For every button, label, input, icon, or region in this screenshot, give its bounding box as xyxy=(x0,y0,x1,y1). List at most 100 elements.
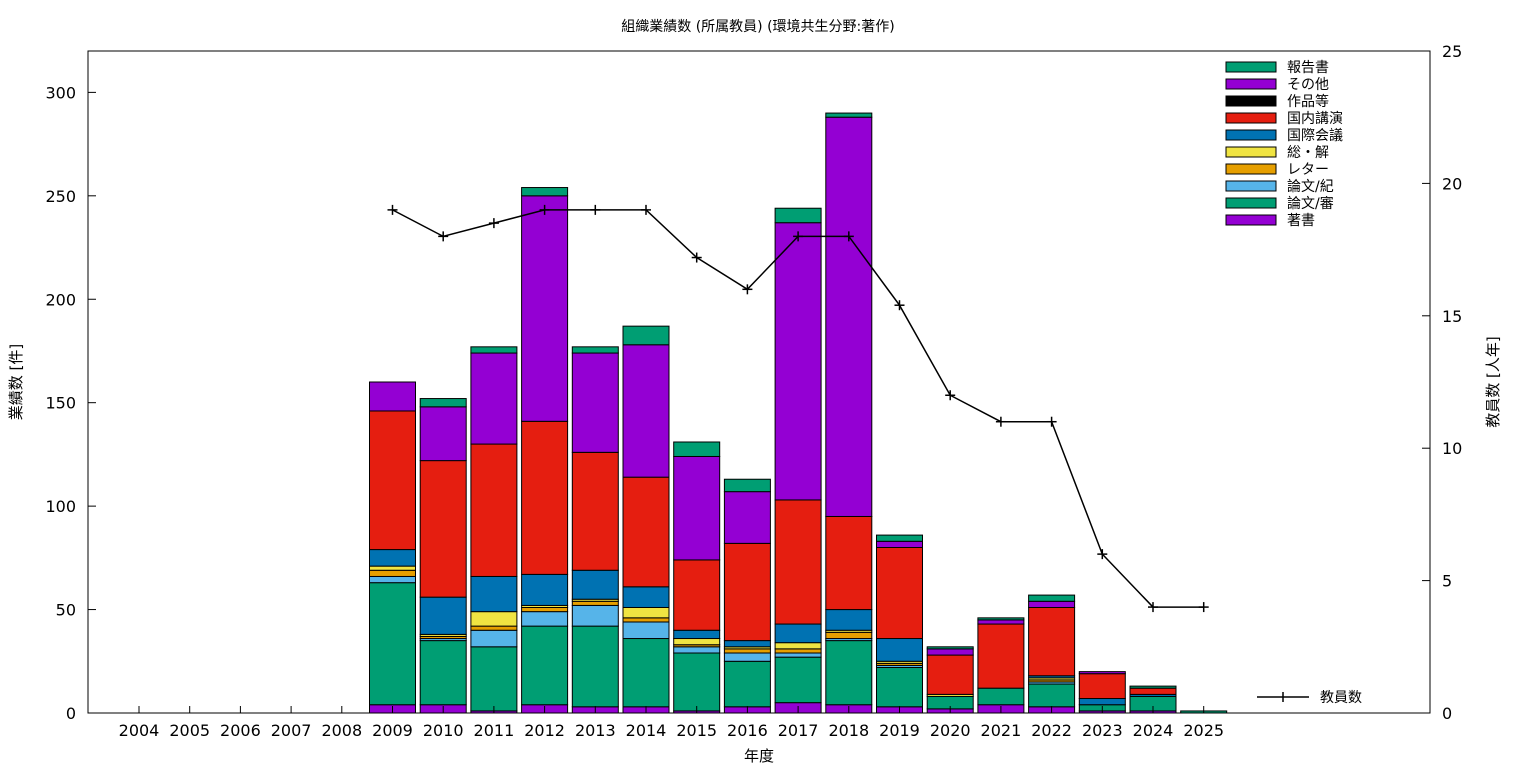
bar-segment xyxy=(926,646,974,650)
bar-segment xyxy=(723,652,771,662)
bar-segment xyxy=(369,582,416,706)
legend-label: レター xyxy=(1287,162,1329,178)
bar-segment xyxy=(571,352,619,453)
y-tick-label: 200 xyxy=(45,290,76,309)
x-tick-label: 2010 xyxy=(423,721,464,740)
legend-swatch xyxy=(1225,146,1277,158)
y2-tick-label: 20 xyxy=(1442,174,1462,193)
bar-segment xyxy=(521,195,569,422)
bar-segment xyxy=(825,515,873,611)
bar-segment xyxy=(1028,683,1076,708)
y2-tick-label: 10 xyxy=(1442,439,1462,458)
bar-segment xyxy=(369,569,416,577)
bar-segment xyxy=(622,344,670,478)
bar-segment xyxy=(1129,685,1177,689)
y2-tick-label: 25 xyxy=(1442,42,1462,61)
chart-title: 組織業績数 (所属教員) (環境共生分野:著作) xyxy=(621,19,894,35)
bar-segment xyxy=(673,652,721,712)
bar-segment xyxy=(825,640,873,706)
legend-swatch xyxy=(1225,112,1277,124)
bar-segment xyxy=(825,112,873,118)
bar-segment xyxy=(926,648,974,656)
line-point xyxy=(793,231,804,242)
bar-segment xyxy=(774,652,822,658)
bar-segment xyxy=(571,604,619,627)
legend-label: 国内講演 xyxy=(1287,111,1343,127)
bar-segment xyxy=(419,596,467,635)
x-tick-label: 2024 xyxy=(1133,721,1174,740)
y-tick-label: 150 xyxy=(45,394,76,413)
bar-segment xyxy=(470,575,518,613)
bars xyxy=(369,112,1228,714)
legend-label: 作品等 xyxy=(1287,93,1329,110)
bar-segment xyxy=(1078,673,1126,700)
x-tick-label: 2013 xyxy=(575,721,616,740)
legend-label: 総・解 xyxy=(1287,145,1329,161)
bar-segment xyxy=(774,623,822,644)
bar-segment xyxy=(723,491,771,544)
line-point xyxy=(691,252,702,263)
bar-segment xyxy=(622,638,670,708)
bar-segment xyxy=(825,116,873,517)
bar-segment xyxy=(723,542,771,642)
bar-segment xyxy=(470,611,518,627)
y2-tick-label: 0 xyxy=(1442,704,1452,723)
x-tick-label: 2019 xyxy=(879,721,920,740)
line-point xyxy=(1148,602,1158,613)
bar-segment xyxy=(825,609,873,631)
legend-swatch xyxy=(1225,78,1277,90)
bar-segment xyxy=(876,540,923,549)
bar-segment xyxy=(977,619,1025,625)
bar-segment xyxy=(977,617,1025,621)
x-tick-label: 2025 xyxy=(1183,721,1224,740)
line-point xyxy=(590,204,601,215)
y-tick-label: 300 xyxy=(45,83,76,102)
line-point xyxy=(539,204,550,215)
legend-swatch xyxy=(1225,61,1277,73)
legend-swatch xyxy=(1225,95,1277,107)
bar-segment xyxy=(876,638,923,662)
line-point xyxy=(995,416,1006,427)
line-point xyxy=(387,204,398,215)
bar-segment xyxy=(419,640,467,706)
bar-segment xyxy=(673,455,721,561)
bar-segment xyxy=(774,642,822,650)
bar-segment xyxy=(876,547,923,640)
x-tick-label: 2009 xyxy=(372,721,413,740)
y-tick-label: 0 xyxy=(66,704,76,723)
bar-segment xyxy=(571,569,619,600)
y-tick-label: 50 xyxy=(56,601,76,620)
line-point xyxy=(438,231,449,242)
bar-segment xyxy=(521,420,569,575)
line-point xyxy=(1046,416,1057,427)
x-tick-label: 2018 xyxy=(828,721,869,740)
x-tick-label: 2021 xyxy=(981,721,1022,740)
x-tick-label: 2014 xyxy=(626,721,667,740)
bar-segment xyxy=(774,207,822,224)
legend-swatch xyxy=(1225,180,1277,192)
bar-segment xyxy=(369,381,416,412)
line-point xyxy=(641,204,651,215)
bar-segment xyxy=(876,534,923,542)
bar-segment xyxy=(876,666,923,708)
line-point xyxy=(1198,602,1209,613)
line-point xyxy=(843,231,854,242)
x-tick-label: 2008 xyxy=(321,721,362,740)
legend-swatch xyxy=(1225,163,1277,175)
x-tick-label: 2012 xyxy=(524,721,565,740)
legend-label: 国際会議 xyxy=(1287,127,1343,144)
bar-segment xyxy=(571,625,619,708)
bar-segment xyxy=(723,648,771,654)
bar-segment xyxy=(521,625,569,706)
bar-segment xyxy=(622,621,670,640)
bar-segment xyxy=(1028,606,1076,677)
bar-segment xyxy=(622,617,670,623)
bar-segment xyxy=(571,600,619,606)
bar-segment xyxy=(977,687,1025,706)
bar-segment xyxy=(521,573,569,606)
bar-segment xyxy=(419,406,467,462)
bar-segment xyxy=(622,476,670,588)
x-tick-label: 2023 xyxy=(1082,721,1123,740)
bar-segment xyxy=(419,460,467,598)
